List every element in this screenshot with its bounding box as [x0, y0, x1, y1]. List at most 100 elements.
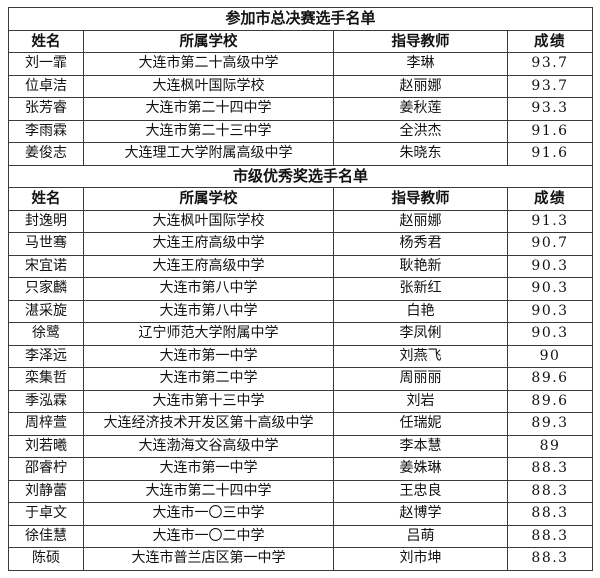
name-cell: 姜俊志 [8, 142, 84, 166]
table-row: 封逸明 大连枫叶国际学校 赵丽娜 91.3 [8, 209, 594, 233]
table-row: 湛采旋 大连市第八中学 白艳 90.3 [8, 299, 594, 323]
table-row: 栾集哲 大连市第二中学 周丽丽 89.6 [8, 367, 594, 391]
teacher-cell: 赵博学 [333, 502, 508, 526]
table-row: 姜俊志 大连理工大学附属高级中学 朱晓东 91.6 [8, 142, 594, 166]
school-cell: 大连市第二中学 [83, 367, 334, 391]
table-row: 位卓洁 大连枫叶国际学校 赵丽娜 93.7 [8, 74, 594, 98]
table-row: 李雨霖 大连市第二十三中学 全洪杰 91.6 [8, 119, 594, 143]
column-header-score: 成绩 [506, 29, 594, 53]
teacher-cell: 赵丽娜 [333, 74, 508, 98]
table-row: 马世骞 大连王府高级中学 杨秀君 90.7 [8, 232, 594, 256]
name-cell: 位卓洁 [8, 74, 84, 98]
table-row: 徐佳慧 大连市一〇二中学 吕萌 88.3 [8, 524, 594, 548]
name-cell: 湛采旋 [8, 299, 84, 323]
score-cell: 91.3 [506, 209, 594, 233]
results-table: 参加市总决赛选手名单 姓名 所属学校 指导教师 成绩 刘一霏 大连市第二十高级中学 李琳 93.… [7, 7, 594, 571]
name-cell: 李雨霖 [8, 119, 84, 143]
header-row: 姓名 所属学校 指导教师 成绩 [8, 29, 594, 53]
school-cell: 大连枫叶国际学校 [83, 209, 334, 233]
results-table-body: 参加市总决赛选手名单 姓名 所属学校 指导教师 成绩 刘一霏 大连市第二十高级中学 李琳 93.… [7, 7, 594, 571]
school-cell: 大连市一〇三中学 [83, 502, 334, 526]
name-cell: 张芳睿 [8, 97, 84, 121]
teacher-cell: 吕萌 [333, 524, 508, 548]
teacher-cell: 杨秀君 [333, 232, 508, 256]
name-cell: 李泽远 [8, 344, 84, 368]
school-cell: 大连渤海文谷高级中学 [83, 434, 334, 458]
score-cell: 90.7 [506, 232, 594, 256]
score-cell: 93.7 [506, 52, 594, 76]
column-header-score: 成绩 [506, 187, 594, 211]
column-header-teacher: 指导教师 [333, 29, 508, 53]
header-row: 姓名 所属学校 指导教师 成绩 [8, 187, 594, 211]
table-row: 宋宜诺 大连王府高级中学 耿艳新 90.3 [8, 254, 594, 278]
teacher-cell: 任瑞妮 [333, 412, 508, 436]
score-cell: 90.3 [506, 299, 594, 323]
name-cell: 栾集哲 [8, 367, 84, 391]
score-cell: 91.6 [506, 142, 594, 166]
section-title-row: 市级优秀奖选手名单 [7, 164, 594, 188]
score-cell: 88.3 [506, 524, 594, 548]
table-row: 刘静蕾 大连市第二十四中学 王忠良 88.3 [8, 479, 594, 503]
table-row: 刘若曦 大连渤海文谷高级中学 李本慧 89 [8, 434, 594, 458]
name-cell: 封逸明 [8, 209, 84, 233]
teacher-cell: 姜秋莲 [333, 97, 508, 121]
school-cell: 大连市第二十四中学 [83, 479, 334, 503]
school-cell: 大连市普兰店区第一中学 [83, 547, 334, 571]
school-cell: 大连理工大学附属高级中学 [83, 142, 334, 166]
school-cell: 大连市第一中学 [83, 344, 334, 368]
school-cell: 大连市第一中学 [83, 457, 334, 481]
name-cell: 刘若曦 [8, 434, 84, 458]
name-cell: 马世骞 [8, 232, 84, 256]
score-cell: 90 [506, 344, 594, 368]
school-cell: 大连市第二十高级中学 [83, 52, 334, 76]
teacher-cell: 刘燕飞 [333, 344, 508, 368]
section-title: 市级优秀奖选手名单 [7, 164, 594, 188]
column-header-school: 所属学校 [83, 187, 334, 211]
table-row: 季泓霖 大连市第十三中学 刘岩 89.6 [8, 389, 594, 413]
score-cell: 89.6 [506, 389, 594, 413]
score-cell: 88.3 [506, 547, 594, 571]
school-cell: 大连王府高级中学 [83, 254, 334, 278]
teacher-cell: 王忠良 [333, 479, 508, 503]
school-cell: 大连市第八中学 [83, 277, 334, 301]
teacher-cell: 白艳 [333, 299, 508, 323]
teacher-cell: 周丽丽 [333, 367, 508, 391]
name-cell: 刘静蕾 [8, 479, 84, 503]
teacher-cell: 赵丽娜 [333, 209, 508, 233]
school-cell: 大连市第十三中学 [83, 389, 334, 413]
score-cell: 93.7 [506, 74, 594, 98]
score-cell: 90.3 [506, 322, 594, 346]
table-row: 刘一霏 大连市第二十高级中学 李琳 93.7 [8, 52, 594, 76]
section-title: 参加市总决赛选手名单 [7, 7, 594, 31]
name-cell: 徐佳慧 [8, 524, 84, 548]
section-title-row: 参加市总决赛选手名单 [7, 7, 594, 31]
table-row: 李泽远 大连市第一中学 刘燕飞 90 [8, 344, 594, 368]
teacher-cell: 刘岩 [333, 389, 508, 413]
name-cell: 刘一霏 [8, 52, 84, 76]
table-row: 徐鹭 辽宁师范大学附属中学 李凤俐 90.3 [8, 322, 594, 346]
table-row: 于卓文 大连市一〇三中学 赵博学 88.3 [8, 502, 594, 526]
teacher-cell: 李琳 [333, 52, 508, 76]
teacher-cell: 张新红 [333, 277, 508, 301]
table-row: 邵睿柠 大连市第一中学 姜姝琳 88.3 [8, 457, 594, 481]
score-cell: 88.3 [506, 479, 594, 503]
school-cell: 大连市一〇二中学 [83, 524, 334, 548]
score-cell: 88.3 [506, 457, 594, 481]
name-cell: 徐鹭 [8, 322, 84, 346]
table-row: 陈硕 大连市普兰店区第一中学 刘市坤 88.3 [8, 547, 594, 571]
score-cell: 89.6 [506, 367, 594, 391]
score-cell: 89 [506, 434, 594, 458]
score-cell: 89.3 [506, 412, 594, 436]
column-header-school: 所属学校 [83, 29, 334, 53]
school-cell: 大连市第八中学 [83, 299, 334, 323]
school-cell: 大连经济技术开发区第十高级中学 [83, 412, 334, 436]
name-cell: 宋宜诺 [8, 254, 84, 278]
table-row: 周梓萱 大连经济技术开发区第十高级中学 任瑞妮 89.3 [8, 412, 594, 436]
teacher-cell: 李凤俐 [333, 322, 508, 346]
score-cell: 93.3 [506, 97, 594, 121]
column-header-teacher: 指导教师 [333, 187, 508, 211]
teacher-cell: 刘市坤 [333, 547, 508, 571]
name-cell: 只家麟 [8, 277, 84, 301]
teacher-cell: 姜姝琳 [333, 457, 508, 481]
